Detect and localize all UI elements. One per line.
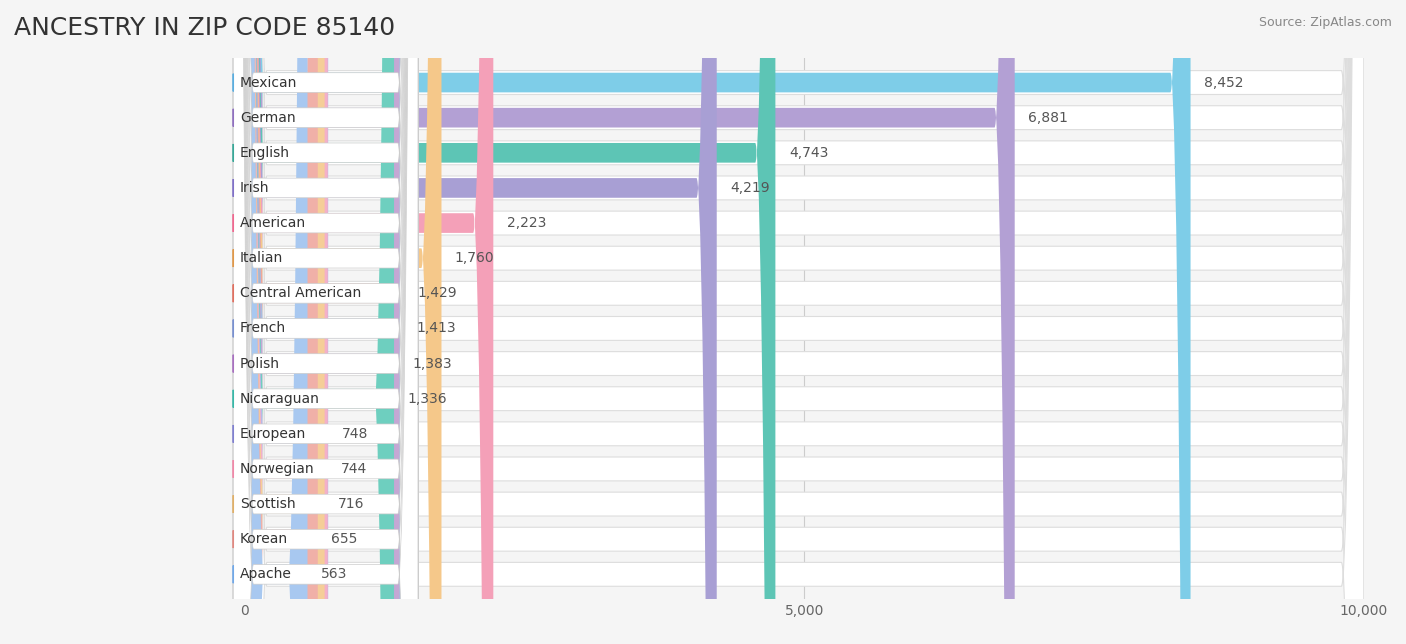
FancyBboxPatch shape: [245, 0, 1364, 644]
FancyBboxPatch shape: [233, 0, 418, 644]
FancyBboxPatch shape: [233, 0, 418, 644]
FancyBboxPatch shape: [245, 0, 1364, 644]
Text: ANCESTRY IN ZIP CODE 85140: ANCESTRY IN ZIP CODE 85140: [14, 16, 395, 40]
Text: Italian: Italian: [240, 251, 284, 265]
Text: 2,223: 2,223: [506, 216, 546, 230]
Text: American: American: [240, 216, 307, 230]
FancyBboxPatch shape: [233, 0, 418, 644]
FancyBboxPatch shape: [245, 0, 399, 644]
Text: French: French: [240, 321, 287, 336]
Text: 1,760: 1,760: [456, 251, 495, 265]
Text: 6,881: 6,881: [1028, 111, 1069, 125]
Text: English: English: [240, 146, 290, 160]
Text: European: European: [240, 427, 307, 441]
Text: 8,452: 8,452: [1204, 75, 1243, 90]
Text: Polish: Polish: [240, 357, 280, 370]
FancyBboxPatch shape: [245, 0, 1364, 644]
FancyBboxPatch shape: [245, 0, 1191, 644]
FancyBboxPatch shape: [245, 0, 1364, 644]
Text: Irish: Irish: [240, 181, 270, 195]
FancyBboxPatch shape: [245, 0, 402, 644]
FancyBboxPatch shape: [245, 0, 1015, 644]
FancyBboxPatch shape: [233, 0, 418, 644]
Text: 1,429: 1,429: [418, 287, 457, 300]
Text: 1,413: 1,413: [416, 321, 456, 336]
FancyBboxPatch shape: [233, 0, 418, 644]
FancyBboxPatch shape: [245, 0, 318, 644]
FancyBboxPatch shape: [233, 0, 418, 644]
Text: 1,383: 1,383: [413, 357, 453, 370]
FancyBboxPatch shape: [245, 0, 405, 644]
FancyBboxPatch shape: [245, 0, 1364, 644]
FancyBboxPatch shape: [245, 0, 1364, 644]
FancyBboxPatch shape: [245, 0, 1364, 644]
Text: 655: 655: [332, 532, 357, 546]
Text: Korean: Korean: [240, 532, 288, 546]
Text: German: German: [240, 111, 295, 125]
Text: 748: 748: [342, 427, 368, 441]
FancyBboxPatch shape: [245, 0, 494, 644]
Text: 563: 563: [321, 567, 347, 582]
FancyBboxPatch shape: [245, 0, 775, 644]
FancyBboxPatch shape: [233, 0, 418, 644]
Text: Nicaraguan: Nicaraguan: [240, 392, 321, 406]
FancyBboxPatch shape: [245, 0, 394, 644]
FancyBboxPatch shape: [245, 0, 1364, 644]
FancyBboxPatch shape: [245, 0, 308, 644]
FancyBboxPatch shape: [245, 0, 1364, 644]
Text: 716: 716: [337, 497, 364, 511]
Text: 1,336: 1,336: [408, 392, 447, 406]
FancyBboxPatch shape: [233, 0, 418, 644]
FancyBboxPatch shape: [245, 0, 328, 644]
Text: Norwegian: Norwegian: [240, 462, 315, 476]
FancyBboxPatch shape: [233, 0, 418, 644]
FancyBboxPatch shape: [233, 0, 418, 644]
FancyBboxPatch shape: [245, 0, 1364, 644]
Text: 4,219: 4,219: [730, 181, 770, 195]
FancyBboxPatch shape: [245, 0, 717, 644]
FancyBboxPatch shape: [233, 0, 418, 644]
FancyBboxPatch shape: [245, 0, 1364, 644]
FancyBboxPatch shape: [245, 0, 1364, 644]
Text: 744: 744: [342, 462, 367, 476]
Text: Apache: Apache: [240, 567, 292, 582]
FancyBboxPatch shape: [245, 0, 441, 644]
FancyBboxPatch shape: [245, 0, 328, 644]
Text: 4,743: 4,743: [789, 146, 828, 160]
FancyBboxPatch shape: [233, 0, 418, 644]
Text: Scottish: Scottish: [240, 497, 295, 511]
FancyBboxPatch shape: [245, 0, 325, 644]
Text: Mexican: Mexican: [240, 75, 298, 90]
FancyBboxPatch shape: [233, 0, 418, 644]
FancyBboxPatch shape: [245, 0, 1364, 644]
FancyBboxPatch shape: [245, 0, 1364, 644]
Text: Source: ZipAtlas.com: Source: ZipAtlas.com: [1258, 16, 1392, 29]
FancyBboxPatch shape: [233, 0, 418, 644]
Text: Central American: Central American: [240, 287, 361, 300]
FancyBboxPatch shape: [245, 0, 1364, 644]
FancyBboxPatch shape: [233, 0, 418, 644]
